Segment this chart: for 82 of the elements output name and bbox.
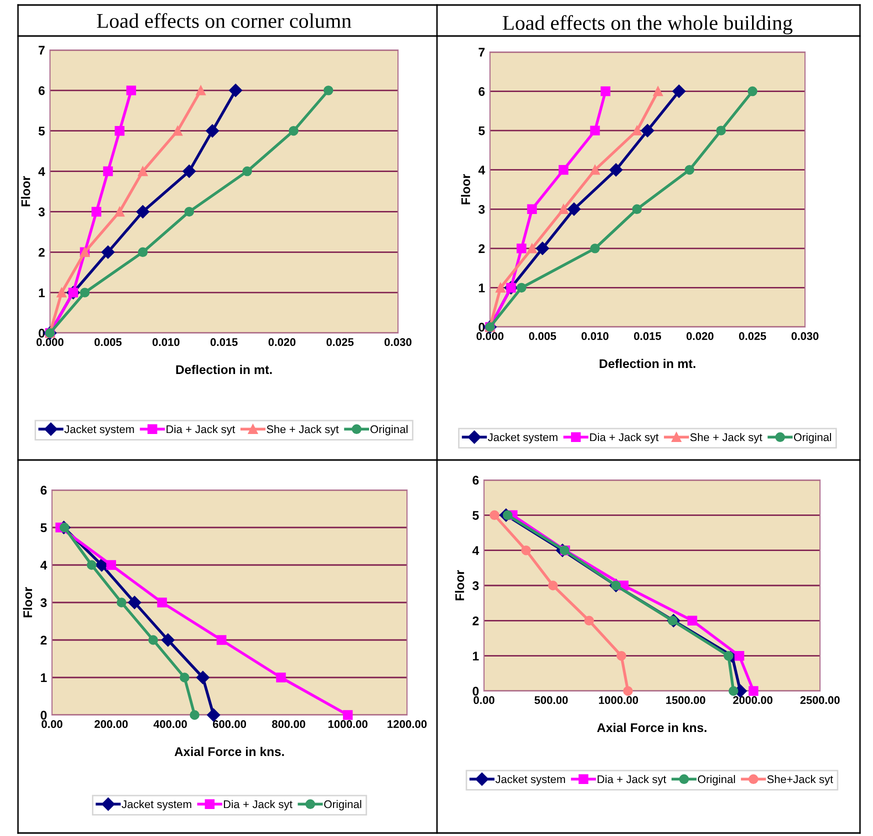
y-tick-label: 6	[472, 476, 479, 485]
y-tick-label: 1	[472, 652, 479, 660]
y-tick-label: 2	[472, 616, 479, 626]
x-tick-label: 1200.00	[388, 720, 427, 728]
legend-label: Dia + Jack syt	[224, 800, 292, 810]
y-tick-label: 1	[38, 288, 45, 298]
y-tick-label: 0	[40, 710, 47, 720]
x-tick-label: 0.030	[384, 338, 412, 346]
x-axis-title: Deflection in mt.	[600, 358, 696, 368]
x-tick-label: 0.000	[476, 332, 504, 340]
x-tick-label: 2500.00	[800, 696, 840, 704]
y-tick-label: 2	[478, 244, 485, 253]
x-tick-label: 2000.00	[733, 696, 772, 704]
y-tick-label: 5	[478, 126, 485, 136]
x-tick-label: 0.020	[686, 332, 714, 340]
y-tick-label: 3	[38, 208, 45, 216]
x-tick-label: 400.00	[154, 720, 187, 728]
chart-title: Load effects on corner column	[96, 13, 352, 28]
y-axis-title: Floor	[22, 587, 32, 618]
chart-title: Load effects on the whole building	[502, 15, 792, 34]
y-tick-label: 3	[478, 204, 485, 214]
y-tick-label: 2	[40, 636, 47, 645]
legend-label: Original	[698, 775, 735, 786]
legend-label: She + Jack syt	[690, 433, 762, 444]
x-tick-label: 600.00	[212, 720, 246, 728]
legend-label: Jacket system	[495, 775, 565, 786]
y-tick-label: 6	[40, 486, 47, 495]
legend-label: Original	[794, 433, 831, 444]
y-tick-label: 5	[472, 511, 479, 520]
y-tick-label: 3	[40, 598, 47, 608]
x-tick-label: 1000.00	[599, 696, 638, 704]
x-tick-label: 0.025	[326, 338, 354, 346]
y-tick-label: 4	[40, 560, 48, 570]
legend-label: She + Jack syt	[266, 425, 339, 436]
y-tick-label: 1	[478, 284, 485, 292]
y-axis-title: Floor	[20, 176, 30, 206]
y-tick-label: 3	[472, 581, 479, 590]
y-tick-label: 4	[38, 167, 46, 176]
y-tick-label: 2	[38, 248, 45, 257]
x-tick-label: 200.00	[94, 720, 128, 728]
x-tick-label: 0.005	[94, 338, 122, 346]
x-tick-label: 1000.00	[328, 720, 368, 728]
y-tick-label: 5	[40, 523, 47, 532]
x-axis-title: Axial Force in kns.	[597, 722, 706, 732]
x-tick-label: 0.00	[474, 696, 494, 704]
legend-label: Original	[370, 425, 408, 436]
y-tick-label: 0	[472, 686, 479, 696]
y-tick-label: 6	[478, 87, 485, 96]
y-axis-title: Floor	[454, 570, 464, 600]
legend-label: Jacket system	[122, 800, 192, 810]
x-tick-label: 0.000	[36, 338, 64, 346]
y-tick-label: 4	[472, 546, 480, 555]
x-tick-label: 0.030	[792, 332, 818, 340]
x-tick-label: 0.010	[582, 332, 608, 340]
x-tick-label: 500.00	[534, 696, 568, 704]
legend-label: Dia + Jack syt	[590, 433, 659, 444]
y-tick-label: 1	[40, 673, 47, 682]
y-tick-label: 0	[38, 328, 45, 338]
y-tick-label: 6	[38, 86, 45, 96]
legend-label: Original	[324, 800, 362, 810]
x-tick-label: 0.025	[739, 332, 766, 340]
x-axis-title: Deflection in mt.	[176, 364, 272, 374]
y-axis-title: Floor	[460, 174, 470, 204]
x-tick-label: 0.020	[268, 338, 296, 346]
legend-label: Dia + Jack syt	[166, 425, 236, 436]
legend-label: Dia + Jack syt	[598, 775, 666, 786]
x-tick-label: 800.00	[272, 720, 306, 728]
legend-label: She+Jack syt	[767, 775, 834, 786]
x-tick-label: 1500.00	[666, 696, 706, 704]
legend-label: Jacket system	[488, 433, 558, 444]
x-tick-label: 0.015	[210, 338, 238, 346]
y-tick-label: 5	[38, 126, 45, 136]
x-tick-label: 0.00	[42, 720, 62, 728]
y-tick-label: 0	[478, 322, 485, 332]
y-tick-label: 7	[478, 48, 485, 57]
y-tick-label: 7	[38, 46, 45, 55]
x-tick-label: 0.015	[634, 332, 662, 340]
x-tick-label: 0.010	[152, 338, 180, 346]
x-axis-title: Axial Force in kns.	[174, 746, 284, 756]
legend-label: Jacket system	[64, 425, 134, 436]
x-tick-label: 0.005	[529, 332, 556, 340]
y-tick-label: 4	[478, 166, 486, 174]
